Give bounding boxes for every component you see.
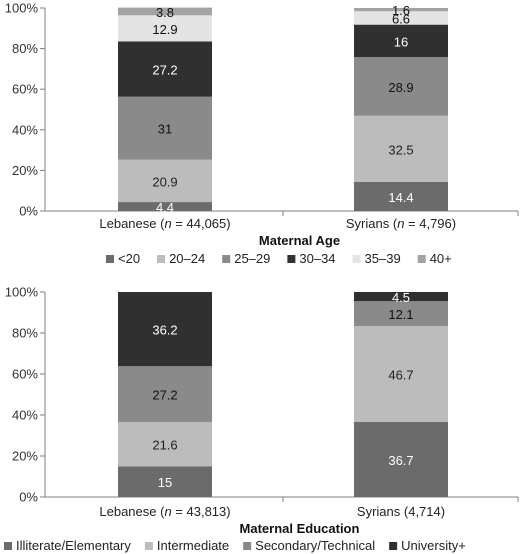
chart-panel-2: 0% 20% 40% 60% 80% 100% 15 21.6 27.2 36.2 Lebanese… xyxy=(4,285,519,553)
legend-swatch xyxy=(287,255,296,263)
bar-segment xyxy=(354,326,448,422)
bar-segment xyxy=(118,15,212,42)
bar-segment xyxy=(354,11,448,25)
bar-segment xyxy=(118,41,212,97)
legend: Illiterate/Elementary Intermediate Seconda… xyxy=(4,538,466,553)
data-label: 4.5 xyxy=(392,290,410,305)
bar-segment xyxy=(354,292,448,302)
y-tick-label: 100% xyxy=(5,285,39,300)
bar-segment xyxy=(354,8,448,12)
x-tick-label: Syrians (4,714) xyxy=(357,504,445,519)
y-tick-label: 60% xyxy=(12,82,38,97)
legend-label: Illiterate/Elementary xyxy=(16,538,131,553)
chart-title: Maternal Education xyxy=(240,521,360,536)
bar-segment xyxy=(118,202,212,211)
data-label: 27.2 xyxy=(152,388,177,403)
x-tick-label: Lebanese (n = 43,813) xyxy=(99,504,230,519)
bar-segment xyxy=(354,421,448,497)
y-tick-label: 80% xyxy=(12,41,38,56)
bar-segment xyxy=(354,24,448,58)
data-label: 3.8 xyxy=(156,5,174,20)
y-tick-label: 0% xyxy=(19,490,38,505)
legend-label: Secondary/Technical xyxy=(255,538,375,553)
data-label: 15 xyxy=(158,475,172,490)
bar-segment xyxy=(354,57,448,116)
legend-label: University+ xyxy=(401,538,466,553)
data-label: 28.9 xyxy=(388,80,413,95)
legend-swatch xyxy=(222,255,231,263)
data-label: 6.6 xyxy=(392,11,410,26)
legend-label: 20–24 xyxy=(169,251,205,266)
data-label: 32.5 xyxy=(388,142,413,157)
legend-swatch xyxy=(417,255,426,263)
y-tick-label: 40% xyxy=(12,122,38,137)
legend-swatch xyxy=(157,255,166,263)
data-label: 20.9 xyxy=(152,174,177,189)
y-tick-label: 80% xyxy=(12,326,38,341)
y-tick-label: 100% xyxy=(5,1,39,16)
x-tick-label: Lebanese (n = 44,065) xyxy=(99,216,230,231)
legend: <20 20–24 25–29 30–34 35–39 40+ xyxy=(106,251,452,266)
data-label: 16 xyxy=(394,34,408,49)
legend-swatch xyxy=(389,542,398,550)
bar-segment xyxy=(118,292,212,367)
bar-segment xyxy=(118,96,212,160)
data-label: 1.6 xyxy=(392,3,410,18)
bar-segment xyxy=(118,466,212,497)
bar-segment xyxy=(354,301,448,327)
legend-label: Intermediate xyxy=(157,538,229,553)
data-label: 36.2 xyxy=(152,323,177,338)
legend-swatch xyxy=(243,542,252,550)
legend-swatch xyxy=(4,542,12,550)
legend-label: 25–29 xyxy=(234,251,270,266)
legend-label: 30–34 xyxy=(299,251,335,266)
data-label: 36.7 xyxy=(388,453,413,468)
data-label: 27.2 xyxy=(152,63,177,78)
x-tick-label: Syrians (n = 4,796) xyxy=(346,216,456,231)
chart-panel-1: 0% 20% 40% 60% 80% 100% 4.4 20.9 31 27.2 12.9 3.8 Le… xyxy=(5,1,519,266)
data-label: 21.6 xyxy=(152,438,177,453)
legend-label: 35–39 xyxy=(365,251,401,266)
bar-segment xyxy=(118,7,212,16)
y-tick-label: 20% xyxy=(12,449,38,464)
legend-swatch xyxy=(352,255,361,263)
bar-segment xyxy=(118,421,212,467)
legend-label: <20 xyxy=(118,251,140,266)
bar-segment xyxy=(118,159,212,203)
y-tick-label: 20% xyxy=(12,163,38,178)
legend-swatch xyxy=(106,255,114,263)
data-label: 14.4 xyxy=(388,190,413,205)
bar-segment xyxy=(354,115,448,182)
data-label: 46.7 xyxy=(388,367,413,382)
data-label: 12.9 xyxy=(152,22,177,37)
legend-label: 40+ xyxy=(430,251,452,266)
y-tick-label: 0% xyxy=(19,204,38,219)
data-label: 12.1 xyxy=(388,307,413,322)
data-label: 31 xyxy=(158,122,172,137)
y-tick-label: 60% xyxy=(12,367,38,382)
y-tick-label: 40% xyxy=(12,408,38,423)
data-label: 4.4 xyxy=(156,200,174,215)
legend-swatch xyxy=(144,542,153,550)
chart-title: Maternal Age xyxy=(259,233,340,248)
bar-segment xyxy=(354,181,448,211)
bar-segment xyxy=(118,366,212,422)
